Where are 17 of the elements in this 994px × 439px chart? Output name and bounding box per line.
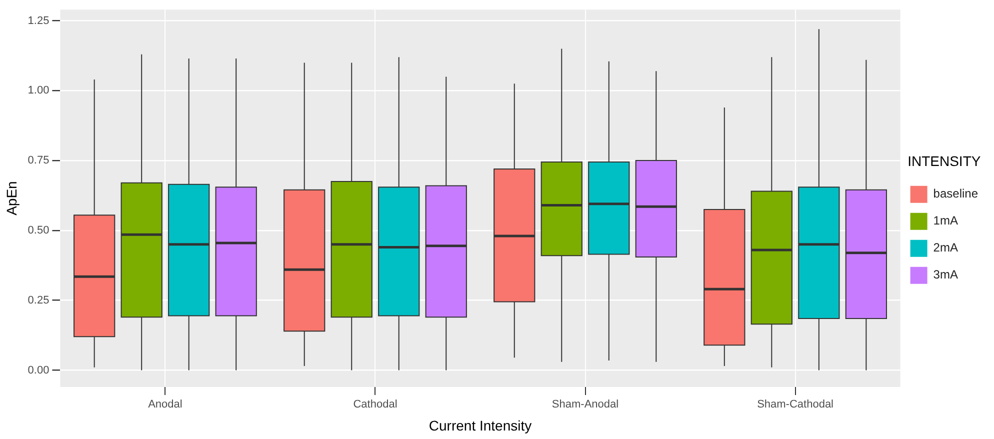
x-tick-label: Sham-Cathodal <box>757 398 834 411</box>
legend-title: INTENSITY <box>908 152 982 169</box>
legend-label: 1mA <box>933 214 958 228</box>
y-tick-label: 0.75 <box>28 154 50 167</box>
x-axis-title: Current Intensity <box>428 417 532 434</box>
y-tick-label: 0.50 <box>28 224 50 236</box>
legend-label: 3mA <box>933 268 958 282</box>
x-tick-label: Sham-Anodal <box>552 398 619 411</box>
y-tick-label: 0.00 <box>28 364 50 376</box>
y-tick-label: 1.25 <box>28 14 50 27</box>
legend-label: 2mA <box>933 240 958 255</box>
y-tick-label: 1.00 <box>28 84 50 97</box>
legend-label: baseline <box>933 186 978 201</box>
x-tick-label: Anodal <box>148 398 182 411</box>
x-tick-label: Cathodal <box>353 398 398 411</box>
y-axis-title: ApEn <box>3 181 20 216</box>
y-tick-label: 0.25 <box>28 294 50 306</box>
